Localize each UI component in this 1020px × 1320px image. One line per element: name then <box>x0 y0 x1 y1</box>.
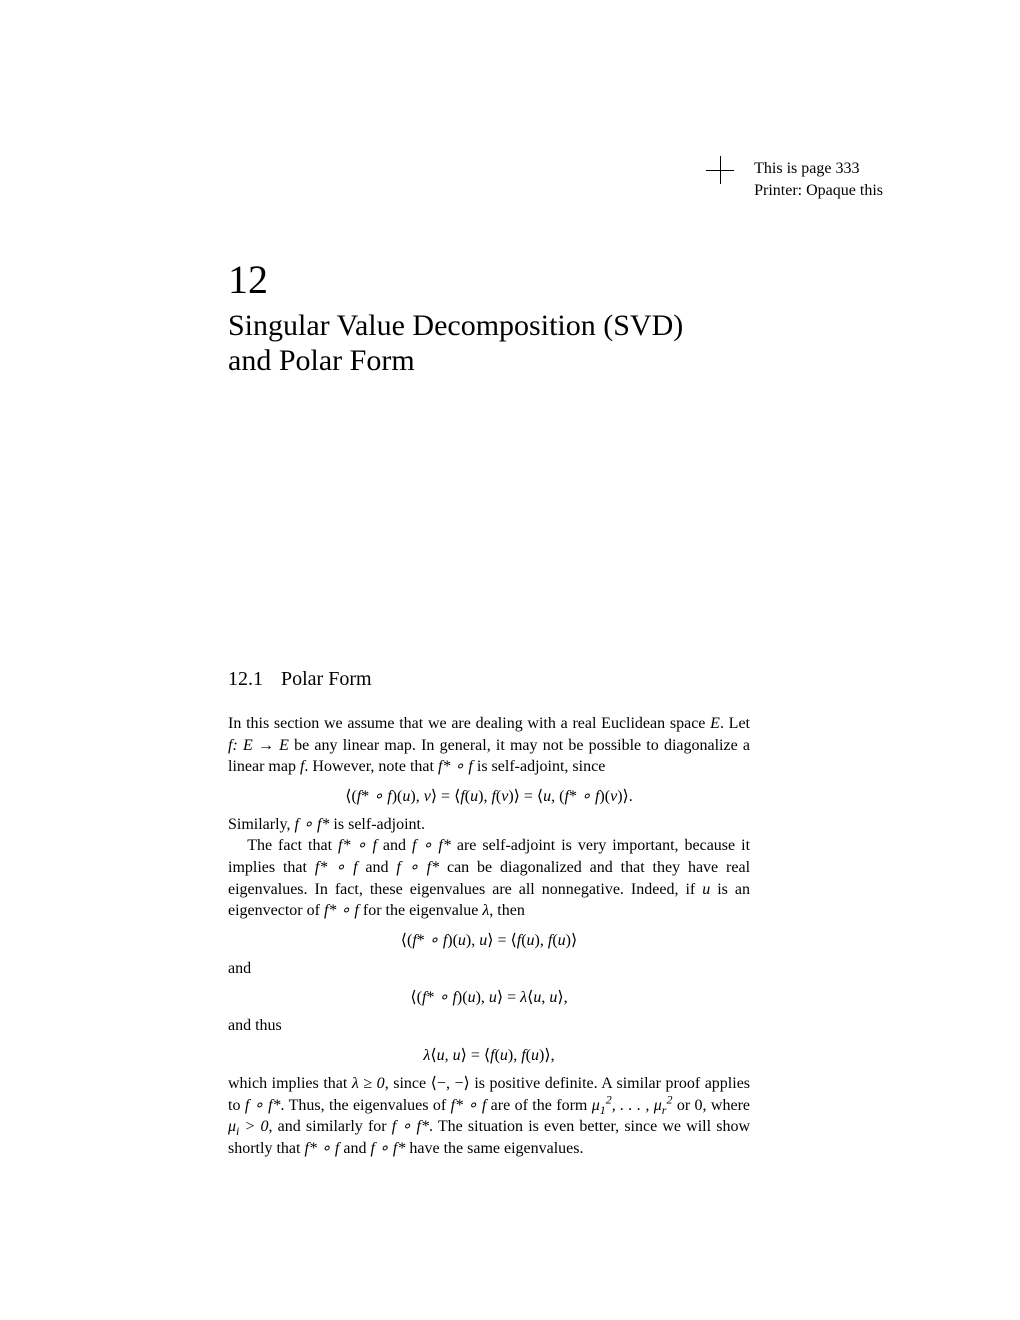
word-and-thus: and thus <box>228 1015 750 1037</box>
chapter-title-line1: Singular Value Decomposition (SVD) <box>228 309 683 342</box>
page-number-line: This is page 333 <box>754 158 883 180</box>
text: and <box>358 859 397 876</box>
math-ffstar: f ∘ f* <box>412 837 451 854</box>
math-inner: ⟨−, −⟩ <box>431 1075 470 1092</box>
math-ffstar: f ∘ f* <box>396 859 439 876</box>
equation-2: ⟨(f* ∘ f)(u), u⟩ = ⟨f(u), f(u)⟩ <box>228 930 750 950</box>
math-fstarf: f* ∘ f <box>324 902 359 919</box>
text: and <box>339 1140 370 1157</box>
text: have the same eigenvalues. <box>405 1140 583 1157</box>
chapter-title: Singular Value Decomposition (SVD) and P… <box>228 309 750 378</box>
text: Similarly, <box>228 816 295 833</box>
word-and: and <box>228 958 750 980</box>
equation-3: ⟨(f* ∘ f)(u), u⟩ = λ⟨u, u⟩, <box>228 987 750 1007</box>
text: , then <box>489 902 525 919</box>
content-area: 12 Singular Value Decomposition (SVD) an… <box>228 256 750 1159</box>
text: . Thus, the eigenvalues of <box>281 1097 451 1114</box>
text: In this section we assume that we are de… <box>228 715 710 732</box>
text: , since <box>385 1075 431 1092</box>
paragraph-2: Similarly, f ∘ f* is self-adjoint. <box>228 814 750 836</box>
math-fstarf: f* ∘ f <box>451 1097 487 1114</box>
printer-line: Printer: Opaque this <box>754 180 883 202</box>
math-mu-list: μ12, . . . , μr2 <box>592 1097 673 1114</box>
math-E: E <box>710 715 720 732</box>
text: or 0, where <box>672 1097 750 1114</box>
math-lambda-geq: λ ≥ 0 <box>352 1075 385 1092</box>
math-fEE: f: E → E <box>228 737 289 754</box>
chapter-title-line2: and Polar Form <box>228 344 415 377</box>
equation-4: λ⟨u, u⟩ = ⟨f(u), f(u)⟩, <box>228 1045 750 1065</box>
text: are of the form <box>486 1097 591 1114</box>
math-mu-i: μi > 0 <box>228 1118 269 1135</box>
math-fstarf: f* ∘ f <box>315 859 358 876</box>
chapter-number: 12 <box>228 256 750 303</box>
page-header: This is page 333 Printer: Opaque this <box>754 158 883 201</box>
paragraph-3: The fact that f* ∘ f and f ∘ f* are self… <box>228 835 750 921</box>
text: . However, note that <box>304 758 438 775</box>
text: The fact that <box>247 837 338 854</box>
section-number: 12.1 <box>228 668 263 690</box>
math-fstarf: f* ∘ f <box>338 837 377 854</box>
text: for the eigenvalue <box>359 902 483 919</box>
equation-1: ⟨(f* ∘ f)(u), v⟩ = ⟨f(u), f(v)⟩ = ⟨u, (f… <box>228 786 750 806</box>
math-fstarf: f* ∘ f <box>438 758 473 775</box>
section-title-text: Polar Form <box>281 668 372 690</box>
math-ffstar: f ∘ f* <box>370 1140 405 1157</box>
section-heading: 12.1 Polar Form <box>228 668 750 691</box>
text: is self-adjoint. <box>329 816 425 833</box>
paragraph-4: which implies that λ ≥ 0, since ⟨−, −⟩ i… <box>228 1073 750 1159</box>
page: This is page 333 Printer: Opaque this 12… <box>0 0 1020 1320</box>
text: which implies that <box>228 1075 352 1092</box>
math-ffstar: f ∘ f* <box>245 1097 281 1114</box>
text: and <box>377 837 412 854</box>
text: , and similarly for <box>269 1118 392 1135</box>
text: . Let <box>720 715 750 732</box>
text: is self-adjoint, since <box>473 758 605 775</box>
paragraph-1: In this section we assume that we are de… <box>228 713 750 778</box>
math-ffstar: f ∘ f* <box>295 816 330 833</box>
math-ffstar: f ∘ f* <box>392 1118 429 1135</box>
math-fstarf: f* ∘ f <box>304 1140 339 1157</box>
